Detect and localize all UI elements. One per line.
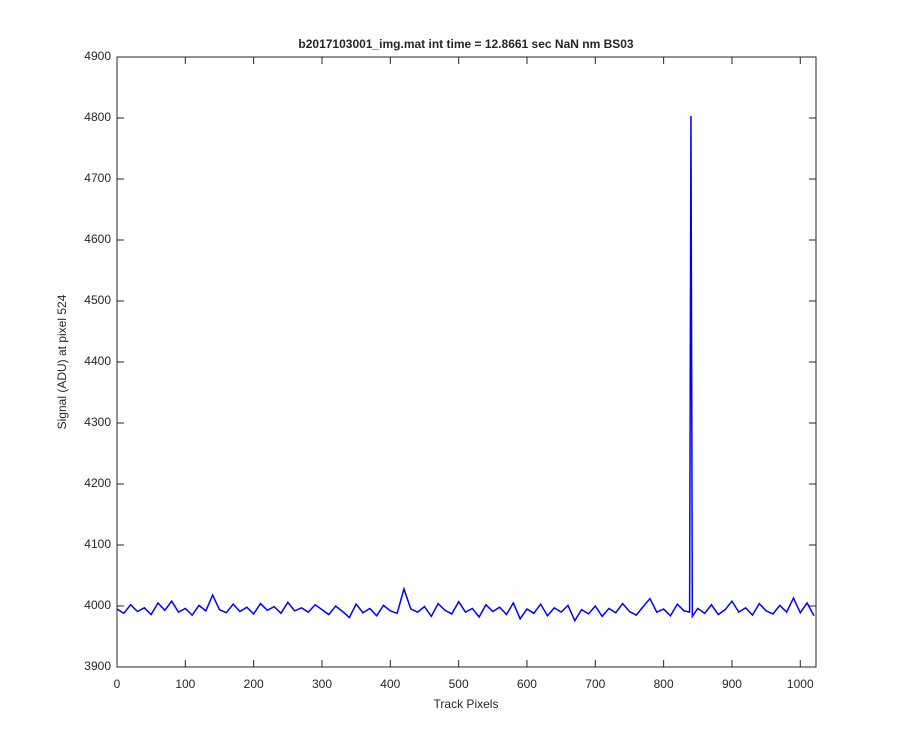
x-tick-label: 800 — [654, 677, 674, 691]
x-tick-label: 200 — [244, 677, 264, 691]
x-tick-label: 500 — [449, 677, 469, 691]
y-tick-label: 4000 — [84, 598, 111, 612]
x-tick-label: 900 — [722, 677, 742, 691]
x-tick-label: 100 — [175, 677, 195, 691]
y-axis-label: Signal (ADU) at pixel 524 — [55, 294, 69, 429]
x-tick-label: 400 — [380, 677, 400, 691]
x-tick-label: 0 — [114, 677, 121, 691]
data-line — [116, 116, 815, 623]
x-tick-label: 300 — [312, 677, 332, 691]
y-tick-label: 3900 — [84, 659, 111, 673]
y-tick-label: 4500 — [84, 293, 111, 307]
x-axis-label: Track Pixels — [434, 697, 499, 711]
x-tick-label: 700 — [585, 677, 605, 691]
y-tick-label: 4400 — [84, 354, 111, 368]
y-tick-label: 4300 — [84, 415, 111, 429]
x-tick-label: 600 — [517, 677, 537, 691]
y-tick-label: 4600 — [84, 232, 111, 246]
y-tick-label: 4200 — [84, 476, 111, 490]
y-tick-label: 4900 — [84, 49, 111, 63]
y-tick-label: 4100 — [84, 537, 111, 551]
chart-title: b2017103001_img.mat int time = 12.8661 s… — [298, 37, 634, 51]
y-tick-label: 4700 — [84, 171, 111, 185]
y-tick-label: 4800 — [84, 110, 111, 124]
x-tick-label: 1000 — [787, 677, 814, 691]
